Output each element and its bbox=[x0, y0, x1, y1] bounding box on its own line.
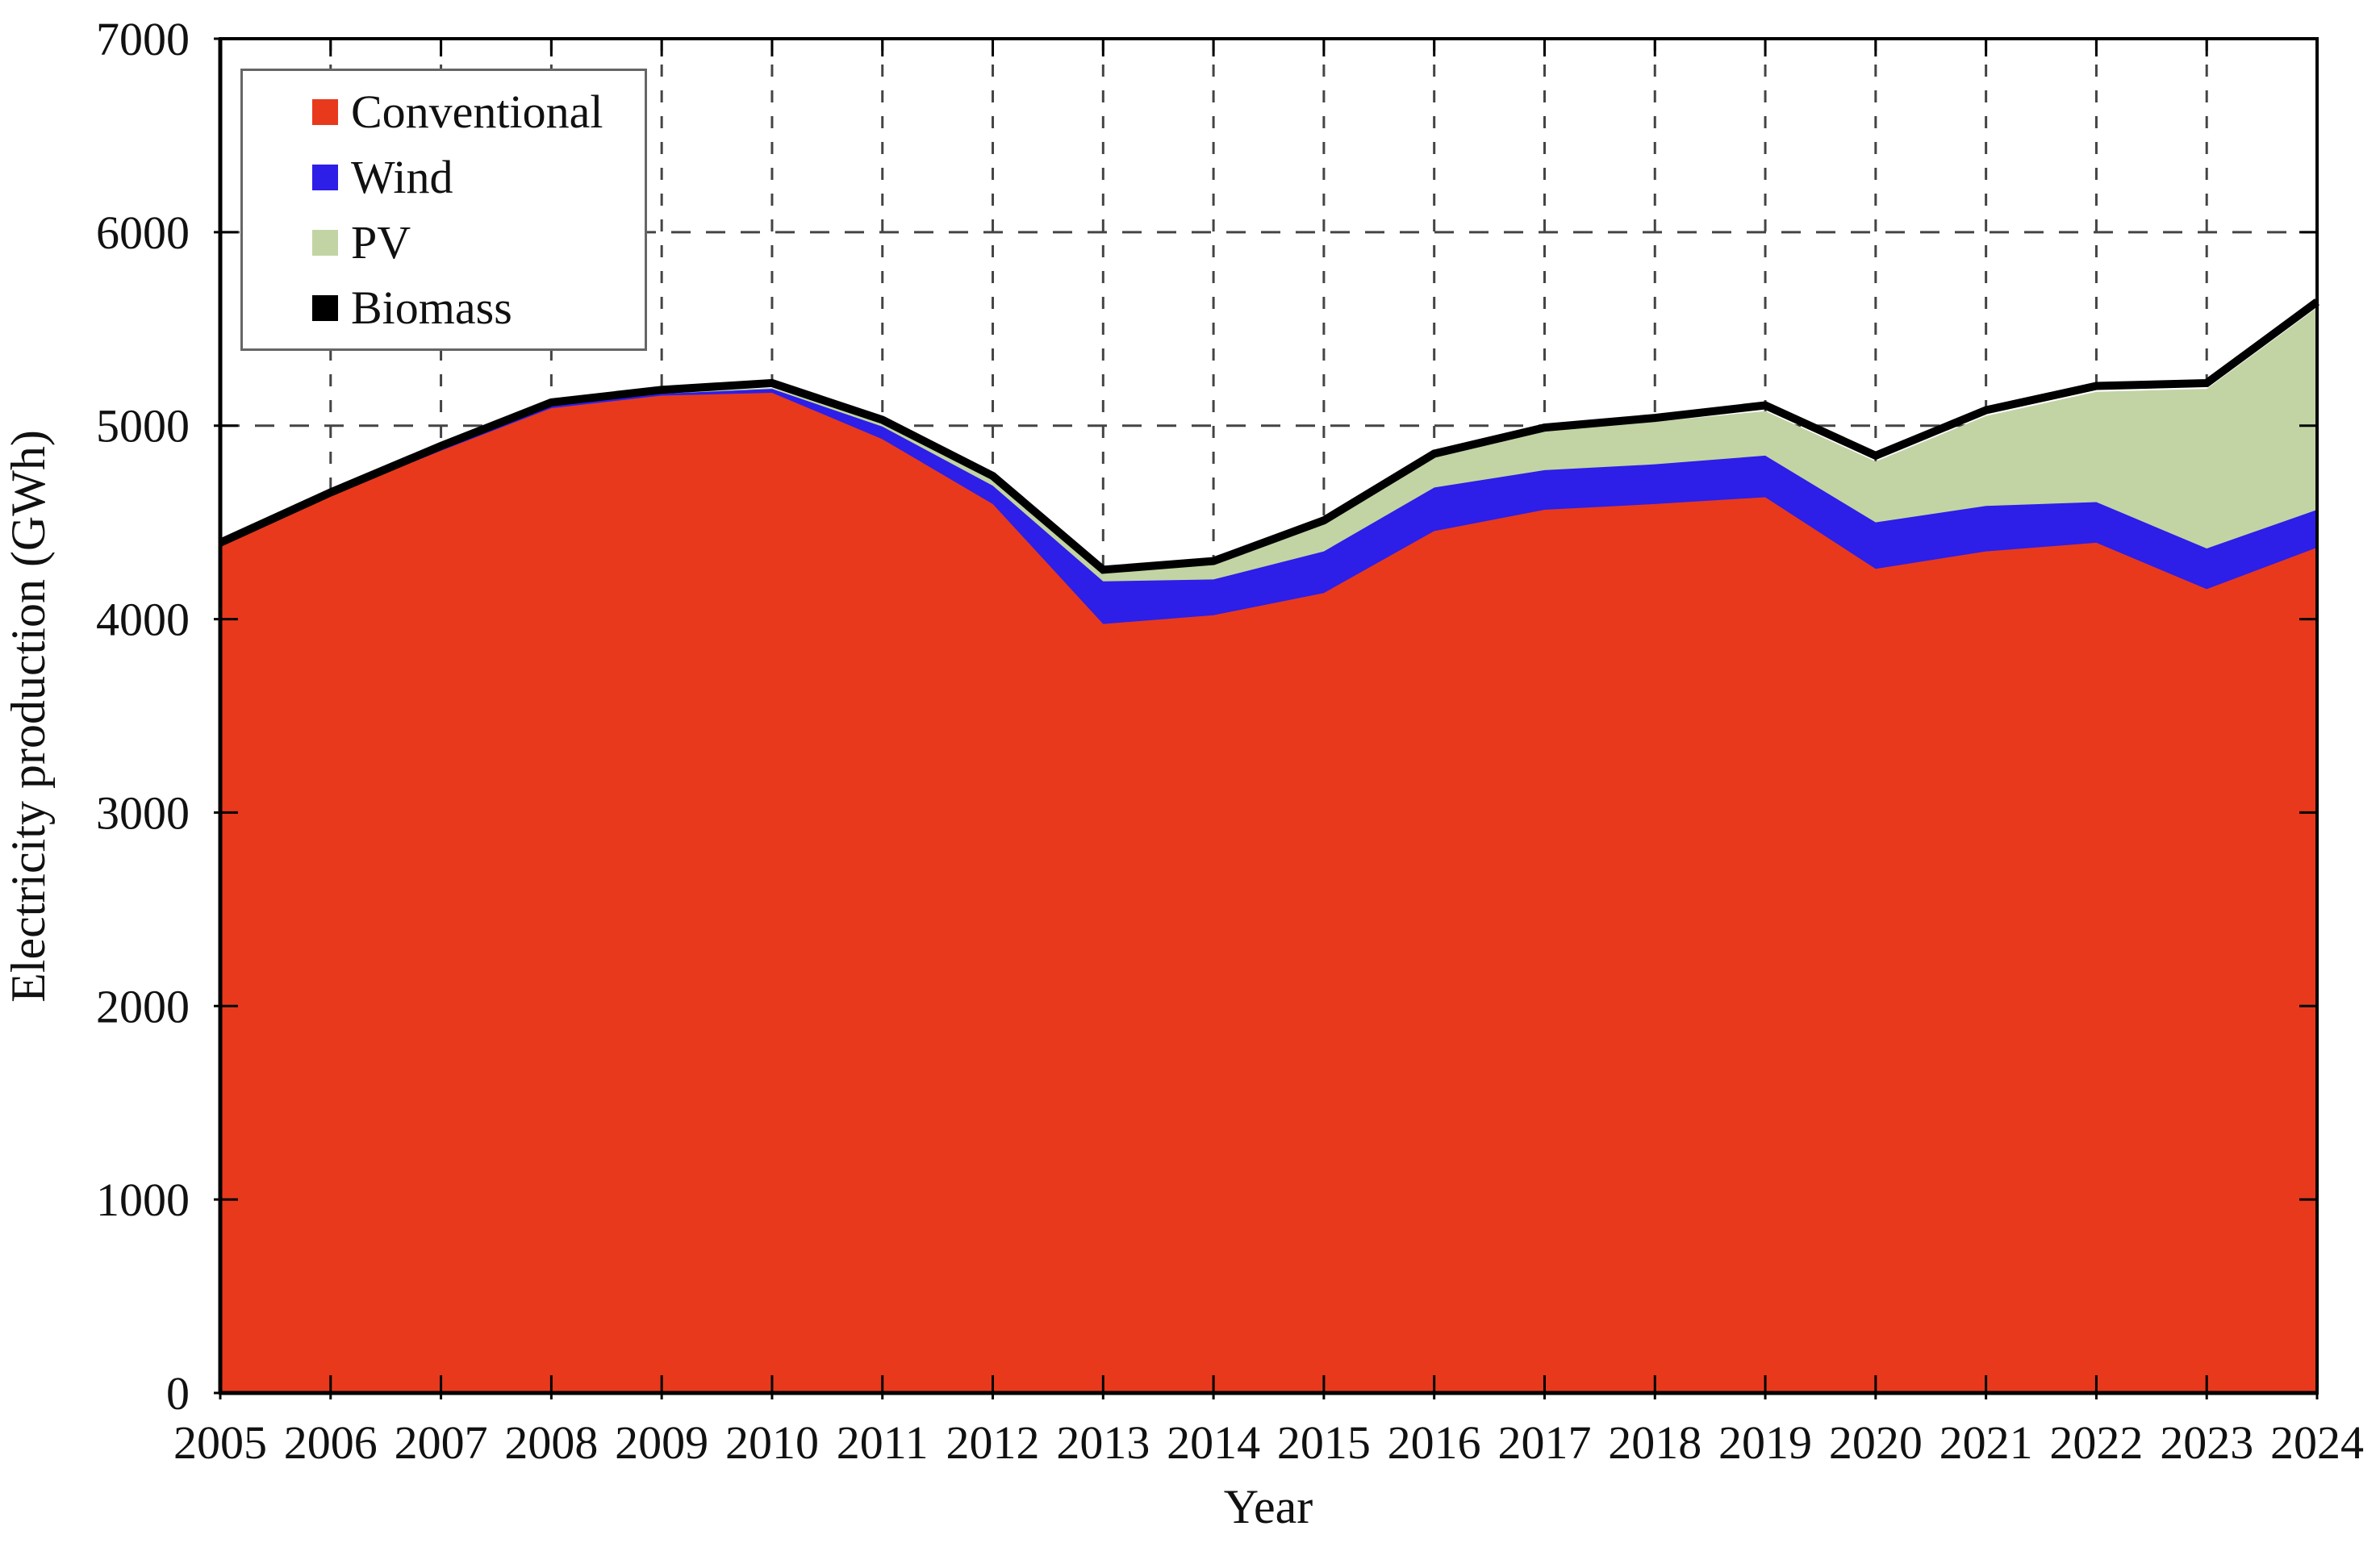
legend-swatch-conventional bbox=[312, 98, 338, 125]
x-tick-label: 2013 bbox=[1056, 1416, 1150, 1469]
x-tick-label: 2010 bbox=[725, 1416, 819, 1469]
y-tick-label: 0 bbox=[166, 1367, 190, 1420]
plot-frame bbox=[218, 37, 2319, 1395]
legend-swatch-biomass bbox=[312, 294, 338, 321]
tick-marks bbox=[214, 37, 2319, 1399]
legend-item-biomass: Biomass bbox=[243, 281, 645, 334]
x-tick-label: 2014 bbox=[1167, 1416, 1260, 1469]
legend-item-wind: Wind bbox=[243, 150, 645, 203]
y-tick-label: 4000 bbox=[96, 594, 190, 646]
legend-swatch-pv bbox=[312, 229, 338, 256]
total-line bbox=[218, 298, 2319, 574]
area-conventional bbox=[220, 392, 2317, 1393]
legend-label-wind: Wind bbox=[351, 150, 453, 203]
y-tick-label: 5000 bbox=[96, 400, 190, 452]
x-tick-label: 2024 bbox=[2270, 1416, 2364, 1469]
y-tick-label: 2000 bbox=[96, 980, 190, 1032]
x-tick-label: 2023 bbox=[2160, 1416, 2253, 1469]
legend-item-conventional: Conventional bbox=[243, 85, 645, 138]
y-tick-label: 6000 bbox=[96, 206, 190, 259]
x-axis-title: Year bbox=[1224, 1480, 1313, 1533]
y-tick-label: 1000 bbox=[96, 1174, 190, 1226]
legend-label-pv: PV bbox=[351, 215, 411, 269]
x-tick-label: 2016 bbox=[1388, 1416, 1481, 1469]
x-tick-label: 2017 bbox=[1497, 1416, 1591, 1469]
x-tick-label: 2009 bbox=[615, 1416, 708, 1469]
area-series bbox=[220, 307, 2317, 1394]
y-tick-label: 7000 bbox=[96, 13, 190, 65]
x-tick-label: 2011 bbox=[837, 1416, 929, 1469]
x-tick-label: 2008 bbox=[504, 1416, 598, 1469]
x-tick-label: 2012 bbox=[946, 1416, 1040, 1469]
x-tick-label: 2018 bbox=[1608, 1416, 1701, 1469]
legend-label-biomass: Biomass bbox=[351, 281, 512, 334]
x-tick-label: 2015 bbox=[1277, 1416, 1371, 1469]
x-tick-label: 2019 bbox=[1718, 1416, 1812, 1469]
legend-item-pv: PV bbox=[243, 219, 645, 266]
x-tick-label: 2005 bbox=[173, 1416, 267, 1469]
x-tick-label: 2022 bbox=[2049, 1416, 2143, 1469]
legend-label-conventional: Conventional bbox=[351, 85, 603, 138]
x-tick-label: 2021 bbox=[1939, 1416, 2033, 1469]
x-tick-label: 2007 bbox=[395, 1416, 488, 1469]
legend: Conventional Wind PV Biomass bbox=[240, 69, 647, 351]
tick-labels: 0 1000 2000 3000 4000 5000 6000 7000 2005 2006 200… bbox=[96, 13, 2364, 1469]
x-tick-label: 2006 bbox=[284, 1416, 378, 1469]
y-axis-title: Electricity production (GWh) bbox=[2, 430, 55, 1003]
legend-swatch-wind bbox=[312, 164, 338, 190]
total-line-biomass bbox=[218, 298, 2319, 574]
x-tick-label: 2020 bbox=[1829, 1416, 1923, 1469]
y-tick-label: 3000 bbox=[96, 786, 190, 839]
